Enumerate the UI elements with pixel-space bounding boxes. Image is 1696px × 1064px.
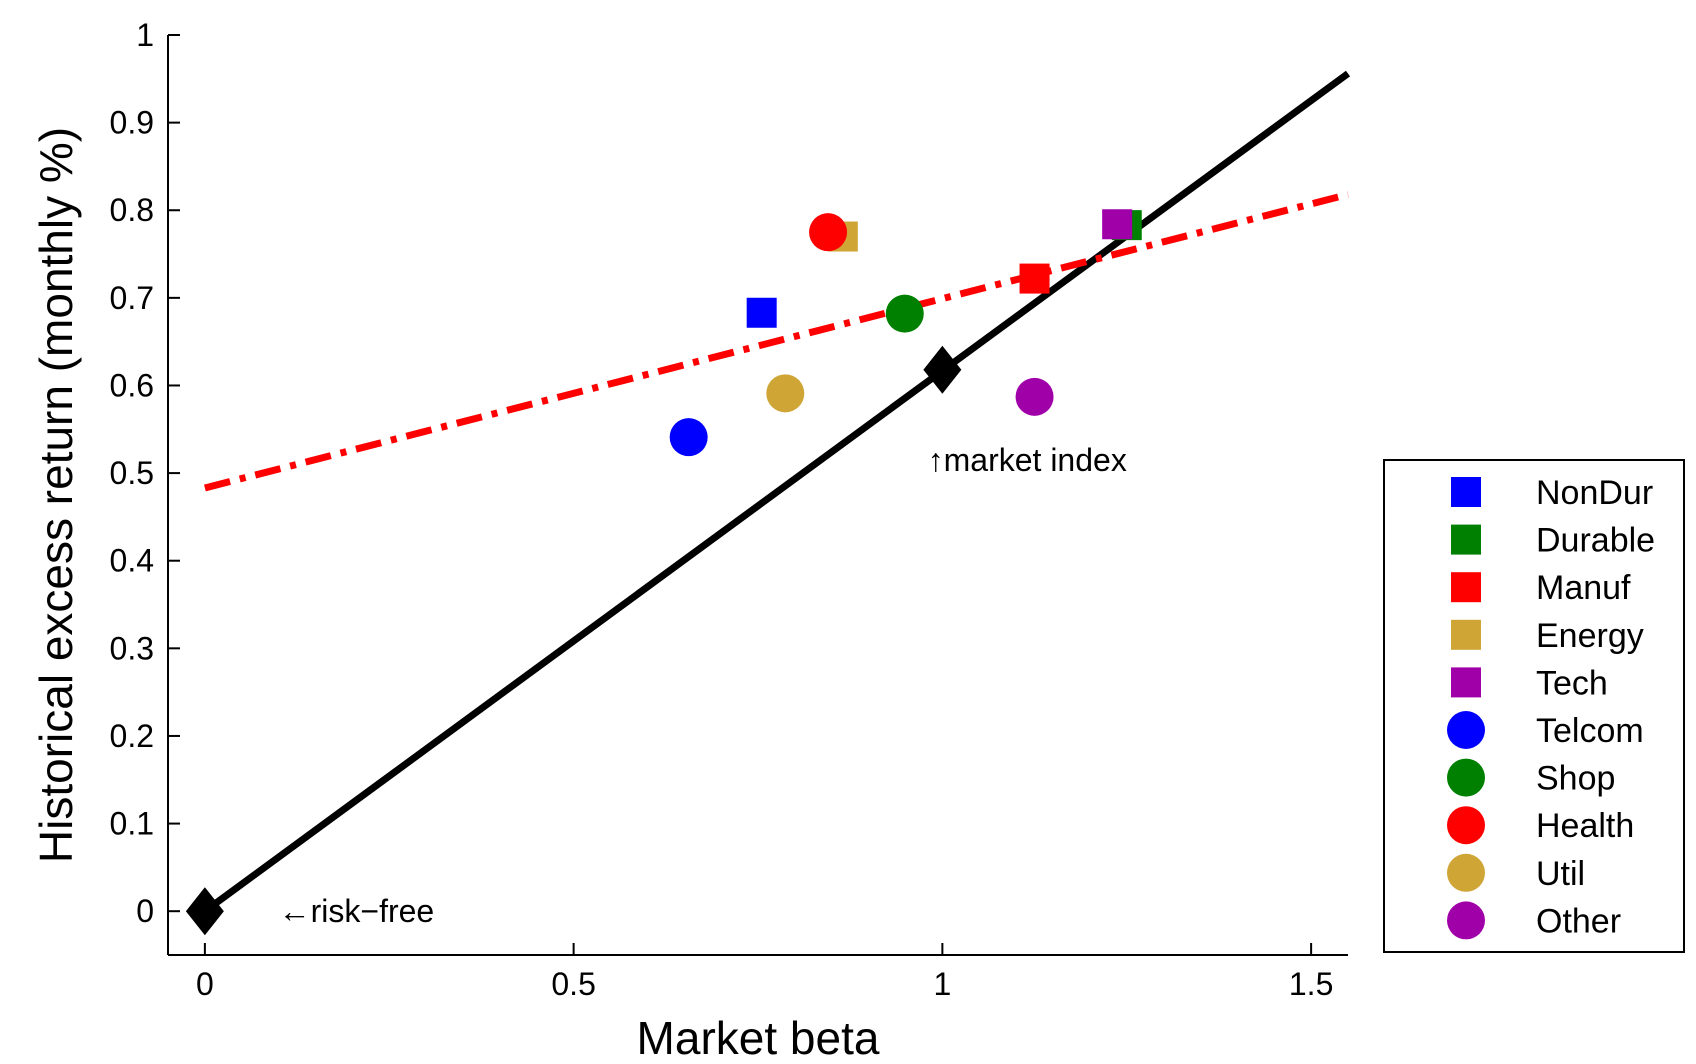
fitted-line	[204, 191, 1349, 492]
legend-label: Tech	[1536, 664, 1608, 702]
point-shop	[885, 294, 924, 333]
legend-marker	[1451, 667, 1481, 698]
legend-label: Util	[1536, 855, 1585, 893]
legend-item-health: Health	[1447, 806, 1634, 845]
risk-free-annotation: ←risk−free	[279, 893, 435, 929]
data-points	[669, 209, 1142, 457]
legend-marker	[1451, 619, 1481, 650]
legend-item-shop: Shop	[1447, 758, 1615, 798]
x-tick-label: 0.5	[551, 966, 595, 1002]
legend-marker	[1447, 806, 1485, 845]
axes	[167, 35, 1348, 956]
y-tick-label: 0.8	[110, 192, 154, 228]
risk-free-diamond	[185, 887, 224, 936]
annotations: ←risk−free ↑market index	[279, 442, 1127, 929]
y-axis-title: Historical excess return (monthly %)	[30, 127, 82, 863]
y-tick-label: 0.1	[110, 806, 154, 842]
x-axis-title: Market beta	[637, 1012, 880, 1064]
legend-marker	[1451, 477, 1481, 507]
y-tick-label: 0.9	[110, 105, 154, 141]
y-tick-label: 0	[136, 893, 154, 929]
x-tick-label: 1	[933, 966, 951, 1002]
legend-label: Other	[1536, 902, 1621, 940]
legend-item-util: Util	[1447, 853, 1585, 893]
y-tick-label: 0.2	[110, 718, 154, 754]
legend-marker	[1447, 853, 1485, 892]
fit-lines	[202, 70, 1351, 915]
legend-label: Energy	[1536, 617, 1644, 655]
point-telcom	[669, 418, 708, 457]
point-tech	[1102, 209, 1133, 240]
x-tick-label: 0	[196, 966, 214, 1002]
legend-item-nondur: NonDur	[1451, 474, 1653, 512]
point-other	[1015, 377, 1054, 416]
market-index-annotation: ↑market index	[928, 442, 1127, 478]
y-tick-label: 0.5	[110, 455, 154, 491]
y-tick-label: 0.4	[110, 543, 154, 579]
legend-box	[1383, 459, 1685, 953]
x-tick-label: 1.5	[1289, 966, 1333, 1002]
legend-item-manuf: Manuf	[1451, 569, 1631, 607]
point-health	[809, 213, 848, 252]
legend-marker	[1451, 572, 1481, 603]
legend-marker	[1447, 711, 1485, 749]
legend-marker	[1447, 901, 1485, 940]
legend-label: Shop	[1536, 760, 1615, 798]
market-index-diamond	[923, 345, 962, 394]
y-ticks: 0 0.1 0.2 0.3 0.4 0.5 0.6 0.7 0.8 0.9 1	[110, 17, 180, 929]
legend-marker	[1447, 758, 1485, 797]
legend-label: Health	[1536, 807, 1634, 845]
y-tick-label: 0.7	[110, 280, 154, 316]
security-market-line	[202, 70, 1351, 915]
legend-item-telcom: Telcom	[1447, 711, 1644, 750]
legend-item-durable: Durable	[1451, 522, 1655, 560]
point-manuf	[1019, 263, 1050, 294]
legend-item-energy: Energy	[1451, 617, 1644, 655]
special-points	[185, 345, 962, 936]
legend-items: NonDur Durable Manuf Energy Tech Telcom Shop He…	[1447, 474, 1655, 940]
y-tick-label: 0.3	[110, 630, 154, 666]
legend-item-tech: Tech	[1451, 664, 1608, 702]
point-util	[766, 374, 805, 413]
legend-label: Telcom	[1536, 712, 1644, 750]
y-tick-label: 1	[136, 17, 154, 53]
legend: NonDur Durable Manuf Energy Tech Telcom Shop He…	[1383, 459, 1685, 953]
point-nondur	[746, 297, 777, 328]
legend-label: Durable	[1536, 522, 1655, 560]
legend-label: Manuf	[1536, 569, 1631, 607]
legend-label: NonDur	[1536, 474, 1653, 512]
legend-item-other: Other	[1447, 901, 1621, 940]
legend-marker	[1451, 524, 1481, 555]
x-ticks: 0 0.5 1 1.5	[196, 943, 1333, 1002]
y-tick-label: 0.6	[110, 367, 154, 403]
